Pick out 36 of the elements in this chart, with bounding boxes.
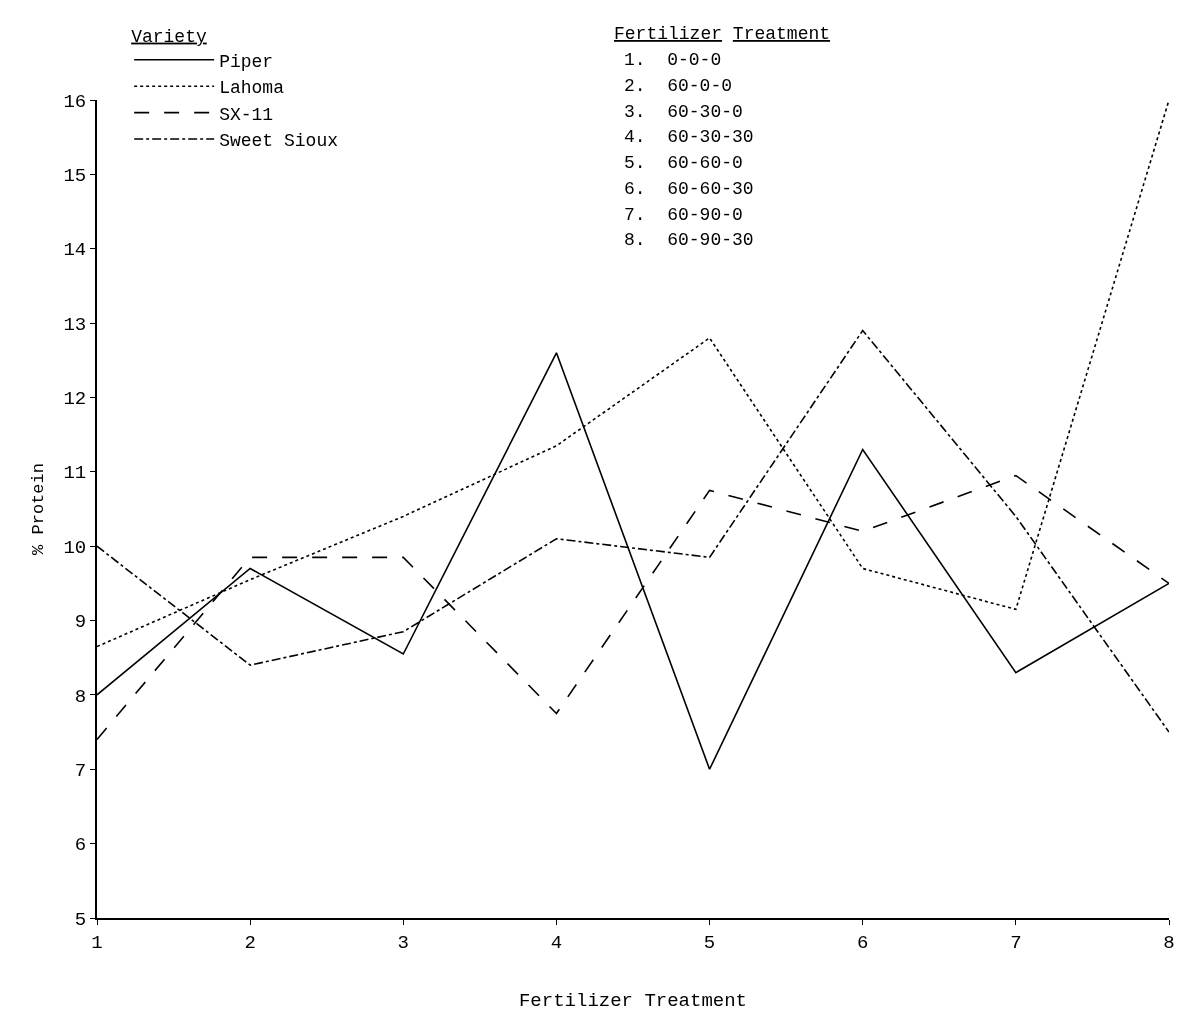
- annotation: 7. 60-90-0: [624, 205, 743, 225]
- x-tick-label: 3: [397, 931, 409, 954]
- x-tick-label: 6: [857, 931, 869, 954]
- legend-label: Piper: [219, 51, 274, 72]
- y-tick-label: 14: [63, 239, 87, 262]
- x-tick-label: 7: [1010, 931, 1022, 954]
- y-tick-label: 10: [63, 536, 87, 559]
- annotation: 8. 60-90-30: [624, 230, 754, 250]
- x-tick-label: 1: [91, 931, 103, 954]
- x-tick-label: 5: [703, 931, 716, 954]
- text: Fertilizer Treatment: [614, 24, 831, 44]
- y-tick-label: 13: [63, 313, 87, 336]
- annotation: 6. 60-60-30: [624, 179, 754, 199]
- y-tick-label: 8: [74, 685, 87, 708]
- y-tick-label: 9: [74, 611, 87, 634]
- text: 2. 60-0-0: [624, 76, 733, 96]
- legend-label: SX-11: [219, 104, 274, 125]
- x-tick-label: 8: [1163, 931, 1175, 954]
- y-tick-label: 11: [63, 462, 87, 485]
- legend-label: Lahoma: [219, 78, 285, 99]
- y-tick-label: 7: [74, 759, 87, 782]
- x-axis-title: Fertilizer Treatment: [518, 990, 748, 1013]
- annotation: 3. 60-30-0: [624, 102, 743, 122]
- legend-title: Variety: [131, 26, 207, 47]
- annotation: 4. 60-30-30: [624, 127, 754, 147]
- y-tick-label: 16: [63, 90, 87, 113]
- text: 1. 0-0-0: [624, 50, 722, 70]
- y-tick-label: 15: [63, 165, 87, 188]
- y-tick-label: 6: [74, 834, 87, 857]
- x-tick-label: 4: [550, 931, 563, 954]
- annotation: 5. 60-60-0: [624, 153, 743, 173]
- legend-label: Sweet Sioux: [219, 131, 338, 152]
- x-tick-label: 2: [244, 931, 256, 954]
- y-tick-label: 12: [63, 388, 87, 411]
- y-tick-label: 5: [74, 908, 87, 931]
- y-axis-title: % Protein: [29, 463, 49, 555]
